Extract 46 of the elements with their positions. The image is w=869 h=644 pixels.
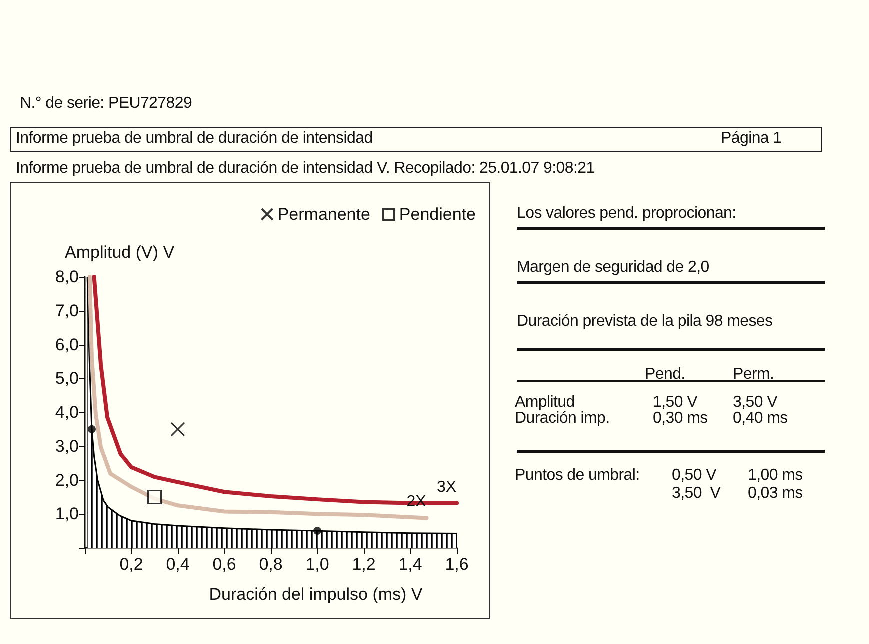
x-axis-title: Duración del impulso (ms) V <box>209 585 424 604</box>
text: Página 1 <box>721 130 782 148</box>
text: 0,03 ms <box>748 485 803 503</box>
y-tick-label: 4,0 <box>55 403 79 422</box>
x-tick-label: 0,2 <box>120 555 144 574</box>
text: 0,50 V <box>672 467 716 485</box>
text: Perm. <box>733 366 774 384</box>
text: Amplitud <box>515 394 575 411</box>
y-tick-label: 3,0 <box>55 436 79 456</box>
text: 3,50 V <box>733 394 778 412</box>
x-tick-label: 1,2 <box>352 555 376 574</box>
x-tick-label: 0,6 <box>212 555 236 574</box>
x-tick-label: 1,0 <box>306 555 330 574</box>
point <box>170 422 186 437</box>
series-label: 2X <box>406 494 427 511</box>
x-tick-label: 0,4 <box>166 555 190 574</box>
text: Duración prevista de la pila 98 meses <box>517 313 773 331</box>
text: 1,00 ms <box>748 467 803 485</box>
y-tick-label: 1,0 <box>55 504 79 524</box>
legend-label: Permanente <box>278 205 370 224</box>
legend-label: Pendiente <box>399 205 476 224</box>
text: Pend. <box>645 366 686 384</box>
text: 3,50 V <box>672 485 721 503</box>
text: N.° de serie: PEU727829 <box>20 95 192 113</box>
text: Margen de seguridad de 2,0 <box>517 259 710 277</box>
y-tick-label: 7,0 <box>55 301 79 320</box>
text: Puntos de umbral: <box>515 467 640 485</box>
text: 0,40 ms <box>733 410 788 428</box>
y-tick-label: 8,0 <box>55 268 79 286</box>
text: 1,50 V <box>653 394 698 412</box>
text: 0,30 ms <box>653 410 708 428</box>
x-tick-label: 1,4 <box>398 555 422 574</box>
y-tick-label: 6,0 <box>55 335 79 354</box>
point <box>148 490 162 504</box>
x-tick-label: 0,8 <box>259 555 283 574</box>
x-tick-label: 1,6 <box>445 555 469 574</box>
point <box>88 425 96 434</box>
y-axis-title: Amplitud (V) V <box>65 243 176 262</box>
y-tick-label: 5,0 <box>55 369 79 388</box>
chart-subtitle: Informe prueba de umbral de duración de intensidad V. Recopilado: 25.01.07 9:08:21 <box>16 160 595 178</box>
series-label: 3X <box>437 478 457 496</box>
point <box>314 527 322 536</box>
y-tick-label: 2,0 <box>55 470 79 490</box>
chart-title: Informe prueba de umbral de duración de intensidad <box>16 130 373 148</box>
text: Duración imp. <box>515 410 610 428</box>
text: Los valores pend. proprocionan: <box>517 205 736 223</box>
